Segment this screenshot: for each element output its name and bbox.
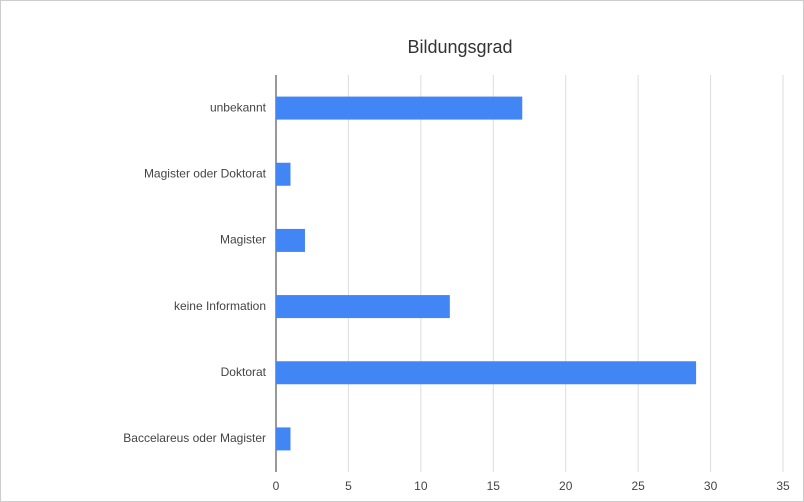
- y-tick-label: Magister: [220, 233, 266, 247]
- x-tick-label: 0: [273, 479, 280, 493]
- y-tick-label: Magister oder Doktorat: [144, 166, 267, 180]
- y-tick-label: Doktorat: [221, 365, 267, 379]
- x-tick-label: 5: [345, 479, 352, 493]
- bar: [276, 427, 291, 451]
- x-tick-label: 30: [704, 479, 718, 493]
- x-tick-label: 10: [414, 479, 428, 493]
- x-tick-label: 20: [559, 479, 573, 493]
- chart-title: Bildungsgrad: [407, 37, 512, 57]
- x-tick-label: 15: [487, 479, 501, 493]
- y-tick-label: Baccelareus oder Magister: [123, 431, 266, 445]
- bar: [276, 295, 450, 319]
- y-tick-label: keine Information: [174, 299, 266, 313]
- bar: [276, 361, 697, 385]
- bar: [276, 228, 305, 252]
- bar: [276, 96, 523, 120]
- y-tick-label: unbekannt: [210, 100, 267, 114]
- x-tick-label: 35: [776, 479, 790, 493]
- x-tick-label: 25: [631, 479, 645, 493]
- bar: [276, 162, 291, 186]
